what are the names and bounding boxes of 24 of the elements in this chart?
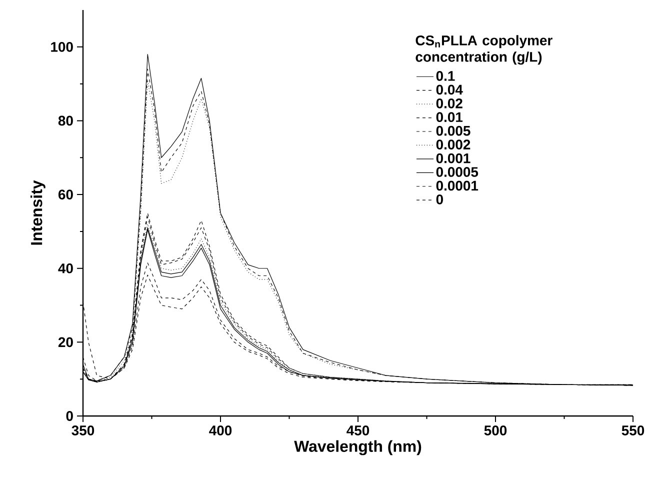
y-tick-label: 40 (58, 263, 73, 274)
legend-label: 0.01 (436, 112, 463, 122)
y-axis-title: Intensity (30, 180, 46, 245)
y-tick-label: 100 (51, 42, 73, 52)
legend-title: CS$_{n}$PLLA copolymer concentration (g/L) (416, 35, 552, 65)
legend-label: 0.04 (436, 84, 463, 95)
x-axis-title: Wavelength (nm) (294, 440, 422, 456)
y-tick-label: 60 (58, 190, 73, 200)
x-tick-label: 450 (346, 426, 370, 436)
y-tick-label: 0 (66, 411, 73, 421)
x-tick-label: 400 (209, 426, 232, 436)
x-tick-label: 350 (72, 426, 94, 436)
legend-label: 0.0001 (436, 180, 478, 191)
legend-label: 0.02 (436, 98, 462, 108)
x-tick-label: 550 (622, 426, 644, 436)
legend-label: 0.0005 (436, 167, 478, 177)
y-tick-label: 80 (58, 116, 73, 126)
x-tick-label: 500 (484, 426, 507, 436)
legend-label: 0.1 (436, 71, 455, 81)
legend-label: 0 (436, 194, 443, 204)
legend-label: 0.001 (436, 153, 470, 164)
legend-label: 0.002 (436, 140, 470, 150)
y-tick-label: 20 (58, 337, 73, 348)
legend-label: 0.005 (436, 126, 470, 136)
